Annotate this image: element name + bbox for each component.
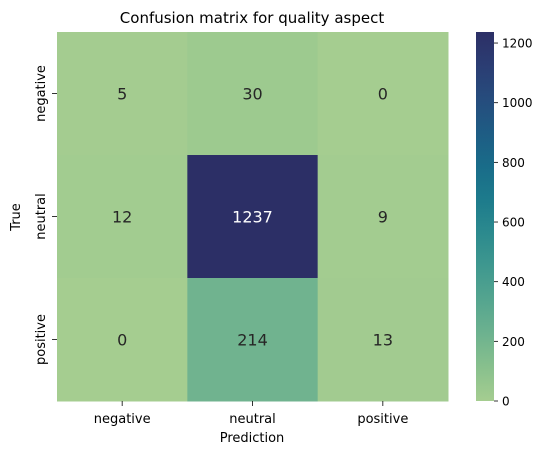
x-tick-label: neutral	[229, 412, 276, 427]
colorbar-tick-label: 200	[502, 335, 525, 349]
cell-value-label: 13	[373, 331, 393, 350]
colorbar-tick-label: 1200	[502, 37, 533, 51]
heatmap-cell	[317, 155, 449, 279]
heatmap-cell	[57, 155, 188, 279]
y-tick-label: neutral	[34, 193, 49, 240]
heatmap-cells	[57, 32, 449, 402]
y-axis-label: True	[9, 203, 24, 232]
heatmap-cell	[187, 278, 319, 402]
cell-value-label: 5	[117, 85, 127, 104]
heatmap-cell	[57, 32, 188, 156]
y-tick-label: positive	[34, 314, 49, 365]
x-axis-label: Prediction	[220, 431, 285, 446]
colorbar-tick-label: 0	[502, 395, 510, 409]
x-tick-label: negative	[94, 412, 151, 427]
cell-labels: 5 30 0 12 1237 9 0 214 13	[112, 85, 393, 350]
cell-value-label: 214	[237, 331, 268, 350]
heatmap-cell	[317, 278, 449, 402]
colorbar-tick-label: 1000	[502, 96, 533, 110]
cell-value-label: 30	[242, 85, 262, 104]
heatmap-cell	[187, 155, 319, 279]
y-tick-label: negative	[34, 65, 49, 122]
cell-value-label: 1237	[232, 208, 273, 227]
chart-title: Confusion matrix for quality aspect	[120, 9, 385, 27]
colorbar-tick-label: 400	[502, 275, 525, 289]
cell-value-label: 0	[378, 85, 388, 104]
cell-value-label: 12	[112, 208, 132, 227]
x-axis-ticks: negative neutral positive	[94, 401, 408, 427]
heatmap-cell	[57, 278, 188, 402]
colorbar-tick-label: 600	[502, 216, 525, 230]
colorbar	[476, 32, 494, 401]
y-axis-ticks: negative neutral positive	[34, 65, 57, 365]
cell-value-label: 0	[117, 331, 127, 350]
x-tick-label: positive	[357, 412, 408, 427]
heatmap-cell	[317, 32, 449, 156]
cell-value-label: 9	[378, 208, 388, 227]
heatmap-cell	[187, 32, 319, 156]
colorbar-ticks: 0 200 400 600 800 1000 1200	[494, 37, 533, 409]
colorbar-tick-label: 800	[502, 156, 525, 170]
